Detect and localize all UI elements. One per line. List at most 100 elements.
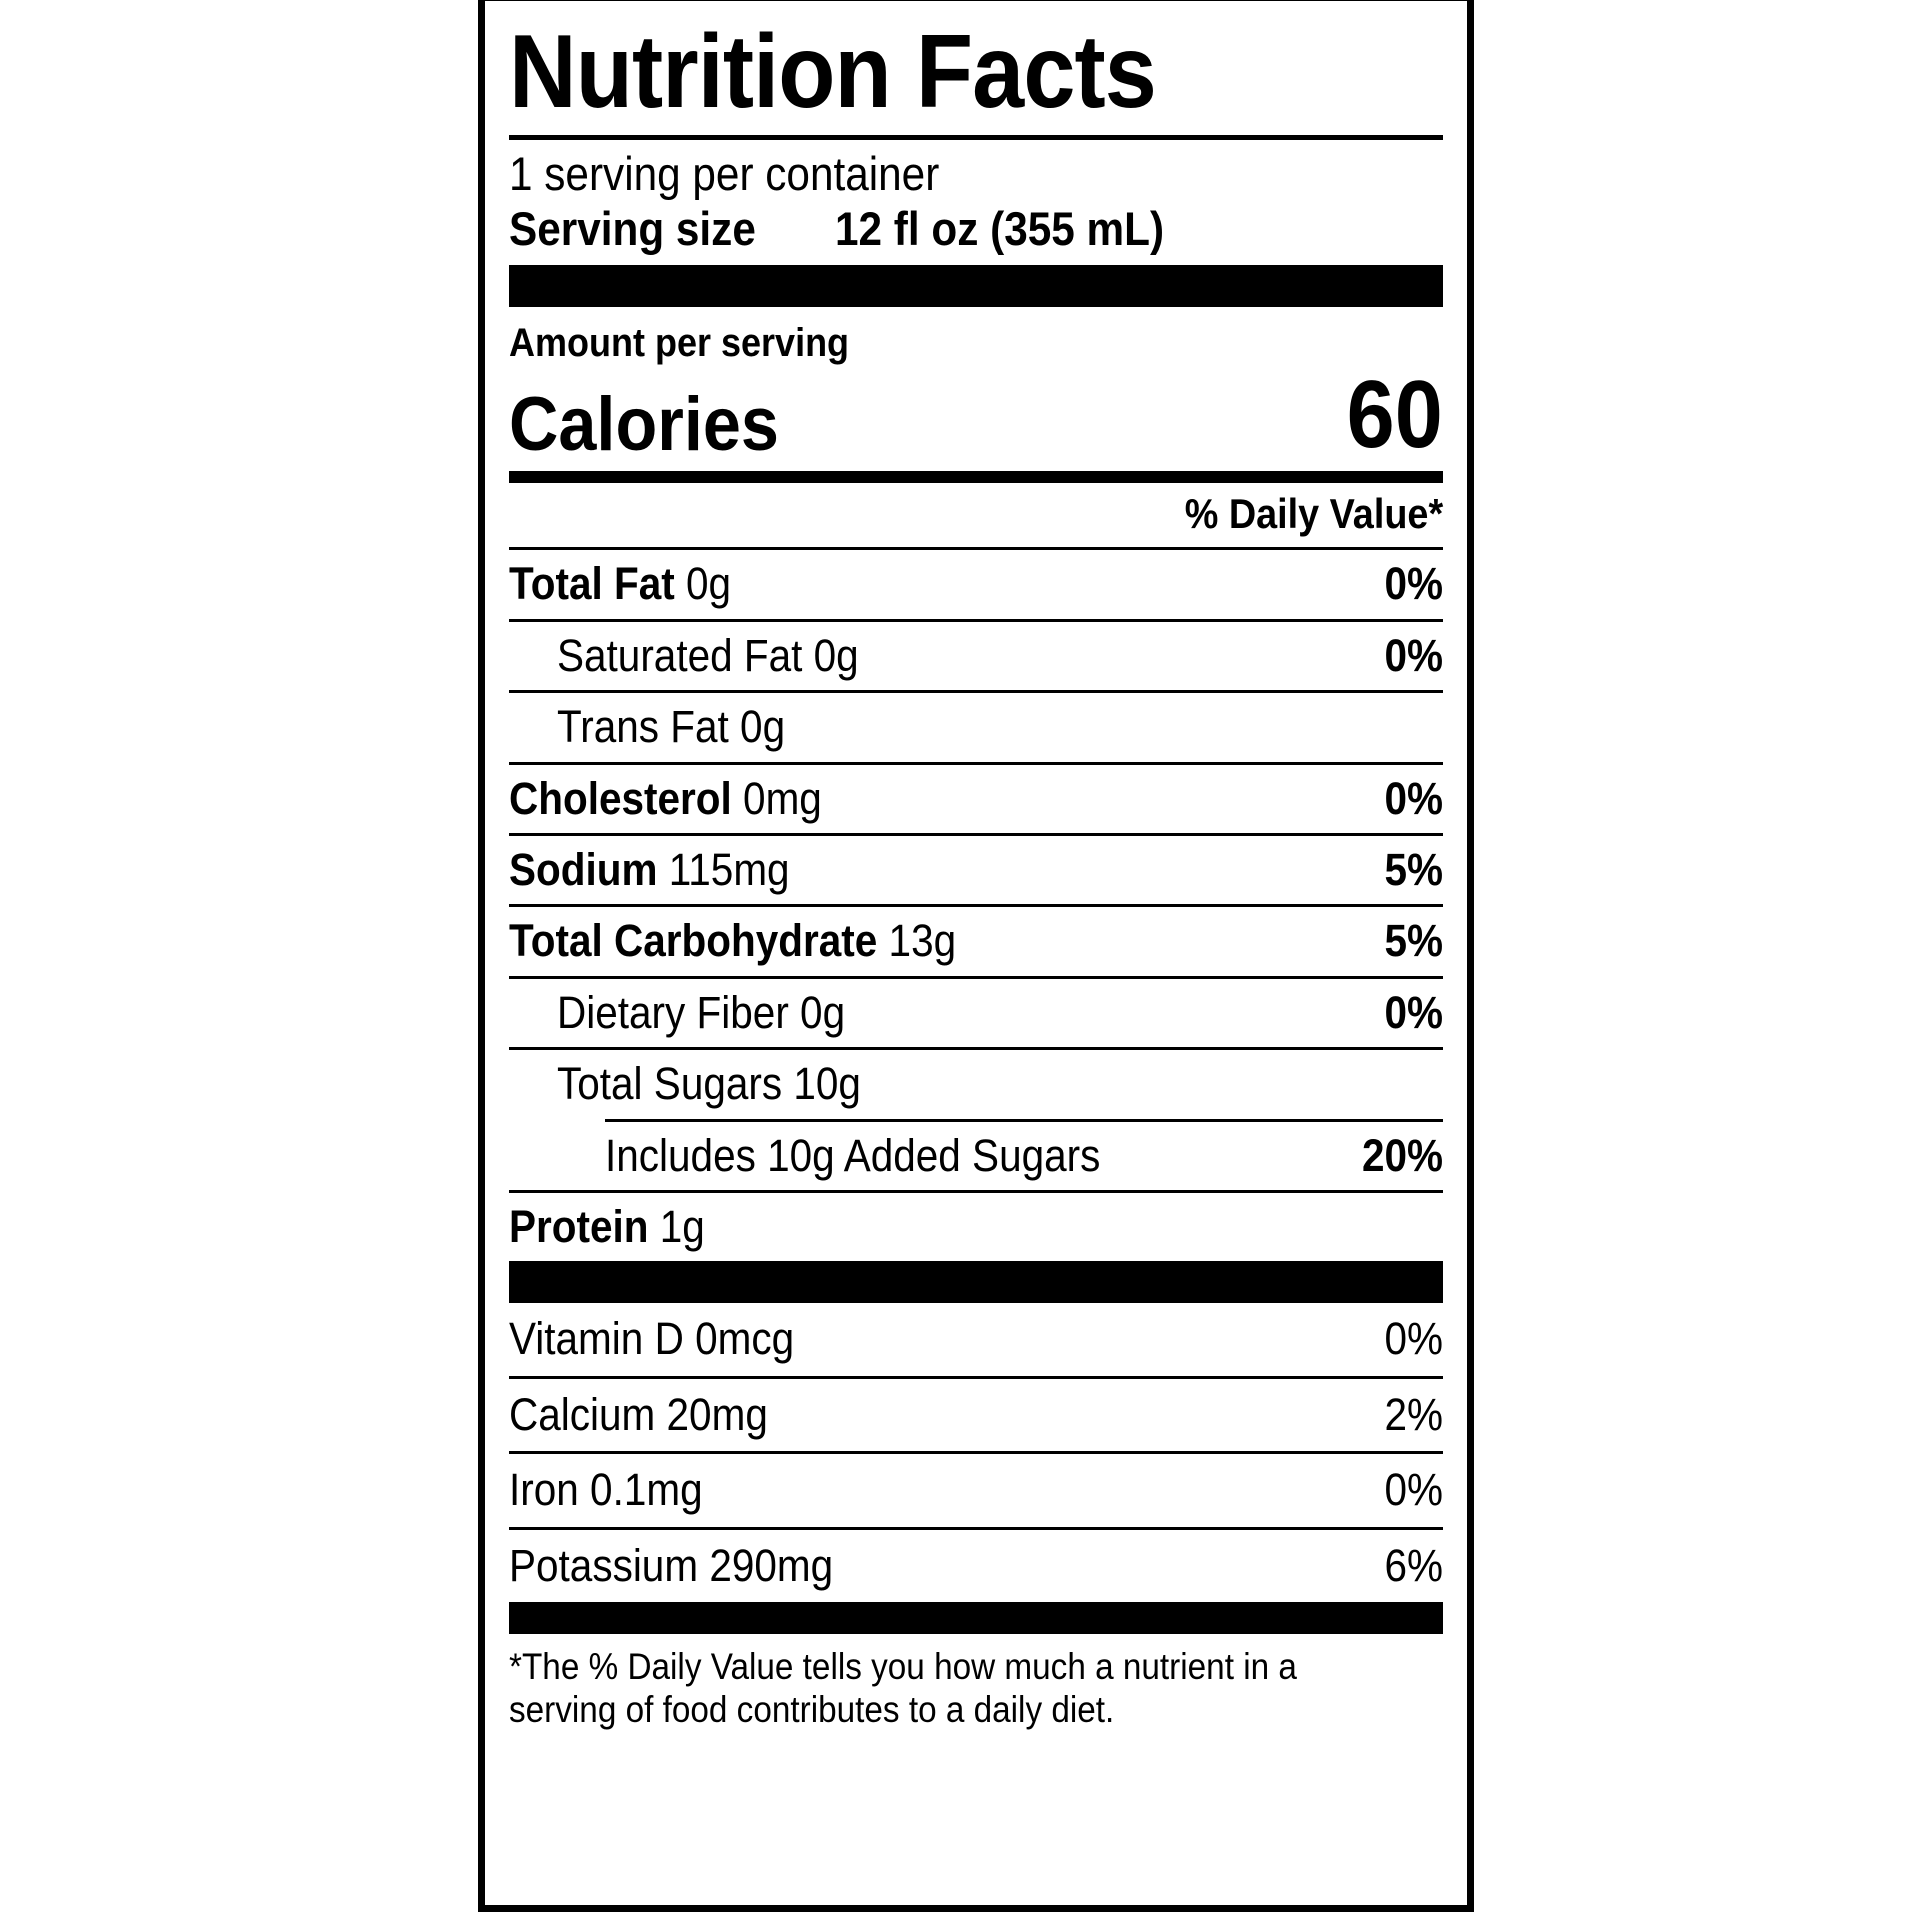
nutrient-name: Protein 1g xyxy=(509,1200,727,1252)
footnote-line-2: serving of food contributes to a daily d… xyxy=(509,1688,1115,1730)
nutrient-name-text: Total Fat 0g xyxy=(509,558,732,610)
footnote: *The % Daily Value tells you how much a … xyxy=(509,1634,1443,1732)
vitamin-daily-value: 6% xyxy=(1378,1539,1443,1591)
nutrient-row: Includes 10g Added Sugars 20% xyxy=(509,1122,1443,1190)
nutrient-name: Total Carbohydrate 13g xyxy=(509,915,1006,967)
nutrient-row: Cholesterol 0mg 0% xyxy=(509,765,1443,833)
nutrient-daily-value: 0% xyxy=(1378,558,1443,610)
rule-above-footnote xyxy=(509,1601,1443,1634)
vitamin-daily-value-text: 0% xyxy=(1384,1313,1443,1365)
calories-label: Calories xyxy=(509,387,809,463)
nutrient-name-text: Includes 10g Added Sugars xyxy=(605,1129,1101,1181)
rule-row-divider xyxy=(509,690,1443,694)
rule-row-divider xyxy=(509,618,1443,622)
nutrient-name-text: Dietary Fiber 0g xyxy=(557,986,846,1038)
vitamin-name-text: Vitamin D 0mcg xyxy=(509,1313,795,1365)
nutrient-name-text: Protein 1g xyxy=(509,1200,705,1252)
nutrient-name-text: Trans Fat 0g xyxy=(557,701,786,753)
nutrient-name: Includes 10g Added Sugars xyxy=(605,1129,1155,1181)
rule-thick-under-serving-size xyxy=(509,265,1443,308)
nutrient-row: Dietary Fiber 0g 0% xyxy=(509,979,1443,1047)
nutrient-rows: Total Fat 0g 0% Saturated Fat 0g 0% Trans Fa… xyxy=(509,547,1443,1261)
nutrient-daily-value-text: 0% xyxy=(1384,629,1443,681)
calories-value-text: 60 xyxy=(1346,361,1443,469)
calories-label-text: Calories xyxy=(509,382,779,468)
rule-under-calories xyxy=(509,471,1443,484)
rule-row-divider xyxy=(509,1047,1443,1051)
vitamin-row: Vitamin D 0mcg 0% xyxy=(509,1303,1443,1375)
nutrient-name-text: Sodium 115mg xyxy=(509,844,790,895)
serving-size-value: 12 fl oz (355 mL) xyxy=(835,201,1165,255)
nutrient-daily-value: 0% xyxy=(1378,986,1443,1038)
nutrient-name: Total Fat 0g xyxy=(509,558,756,610)
rule-row-divider xyxy=(509,975,1443,979)
nutrient-daily-value: 5% xyxy=(1378,844,1443,895)
nutrient-daily-value: 0% xyxy=(1378,773,1443,824)
vitamin-row: Calcium 20mg 2% xyxy=(509,1379,1443,1451)
vitamin-name: Vitamin D 0mcg xyxy=(509,1313,826,1365)
rule-row-divider xyxy=(509,904,1443,908)
nutrient-row: Protein 1g xyxy=(509,1193,1443,1261)
nutrient-daily-value-text: 20% xyxy=(1361,1129,1443,1181)
nutrition-facts-title-text: Nutrition Facts xyxy=(509,19,1157,130)
vitamin-name: Potassium 290mg xyxy=(509,1539,869,1591)
amount-per-serving-text: Amount per serving xyxy=(509,321,850,366)
calories-value: 60 xyxy=(1336,367,1443,463)
nutrient-row: Total Sugars 10g xyxy=(509,1050,1443,1118)
vitamin-daily-value-text: 6% xyxy=(1384,1539,1443,1591)
servings-per-container-text: 1 serving per container xyxy=(509,147,940,200)
vitamin-daily-value-text: 2% xyxy=(1384,1388,1443,1440)
daily-value-header-text: % Daily Value* xyxy=(1184,490,1443,538)
nutrient-name-text: Total Carbohydrate 13g xyxy=(509,915,957,967)
nutrient-row: Sodium 115mg 5% xyxy=(509,836,1443,904)
vitamin-name: Iron 0.1mg xyxy=(509,1464,724,1515)
nutrient-row: Saturated Fat 0g 0% xyxy=(509,622,1443,690)
nutrient-daily-value-text: 0% xyxy=(1384,986,1443,1038)
nutrient-name-text: Cholesterol 0mg xyxy=(509,772,822,824)
rule-indented xyxy=(605,1118,1443,1122)
vitamin-daily-value: 0% xyxy=(1378,1313,1443,1365)
vitamin-daily-value-text: 0% xyxy=(1384,1464,1443,1516)
footnote-line-1: *The % Daily Value tells you how much a … xyxy=(509,1645,1297,1687)
nutrition-facts-panel: Nutrition Facts 1 serving per container … xyxy=(478,0,1474,1912)
nutrient-name: Cholesterol 0mg xyxy=(509,772,857,824)
vitamin-row: Iron 0.1mg 0% xyxy=(509,1454,1443,1526)
vitamin-row: Potassium 290mg 6% xyxy=(509,1530,1443,1602)
rule-row-divider xyxy=(509,547,1443,551)
vitamin-rows: Vitamin D 0mcg 0% Calcium 20mg 2% Iron 0.1mg… xyxy=(509,1303,1443,1602)
nutrient-name: Dietary Fiber 0g xyxy=(557,986,877,1038)
vitamin-daily-value: 2% xyxy=(1378,1388,1443,1440)
vitamin-daily-value: 0% xyxy=(1378,1464,1443,1516)
rule-row-divider xyxy=(509,1526,1443,1530)
rule-row-divider xyxy=(509,833,1443,836)
nutrient-row: Total Carbohydrate 13g 5% xyxy=(509,907,1443,975)
rule-row-divider xyxy=(509,1189,1443,1193)
nutrient-name: Total Sugars 10g xyxy=(557,1058,895,1110)
nutrient-daily-value-text: 5% xyxy=(1384,915,1443,967)
vitamin-name-text: Calcium 20mg xyxy=(509,1388,768,1440)
nutrient-name-text: Saturated Fat 0g xyxy=(557,629,859,681)
nutrient-name-text: Total Sugars 10g xyxy=(557,1058,861,1110)
rule-row-divider xyxy=(509,1375,1443,1379)
daily-value-header: % Daily Value* xyxy=(509,483,1443,547)
nutrient-daily-value: 5% xyxy=(1378,915,1443,967)
rule-row-divider xyxy=(509,761,1443,765)
page-title: Nutrition Facts xyxy=(509,19,1443,135)
nutrient-name: Sodium 115mg xyxy=(509,844,821,895)
vitamin-name: Calcium 20mg xyxy=(509,1388,797,1440)
rule-row-divider xyxy=(509,1451,1443,1455)
nutrient-name: Saturated Fat 0g xyxy=(557,629,892,681)
nutrient-daily-value-text: 5% xyxy=(1384,844,1443,895)
rule-under-title xyxy=(509,135,1443,140)
nutrient-daily-value: 20% xyxy=(1353,1129,1443,1181)
servings-per-container: 1 serving per container xyxy=(509,140,1443,201)
rule-thick-under-protein xyxy=(509,1261,1443,1304)
nutrient-daily-value-text: 0% xyxy=(1384,558,1443,610)
serving-size-label: Serving size xyxy=(509,201,756,255)
nutrient-row: Total Fat 0g 0% xyxy=(509,550,1443,618)
amount-per-serving-label: Amount per serving xyxy=(509,307,1443,365)
serving-size-row: Serving size 12 fl oz (355 mL) xyxy=(509,201,1443,266)
calories-row: Calories 60 xyxy=(509,365,1443,471)
vitamin-name-text: Potassium 290mg xyxy=(509,1539,834,1591)
